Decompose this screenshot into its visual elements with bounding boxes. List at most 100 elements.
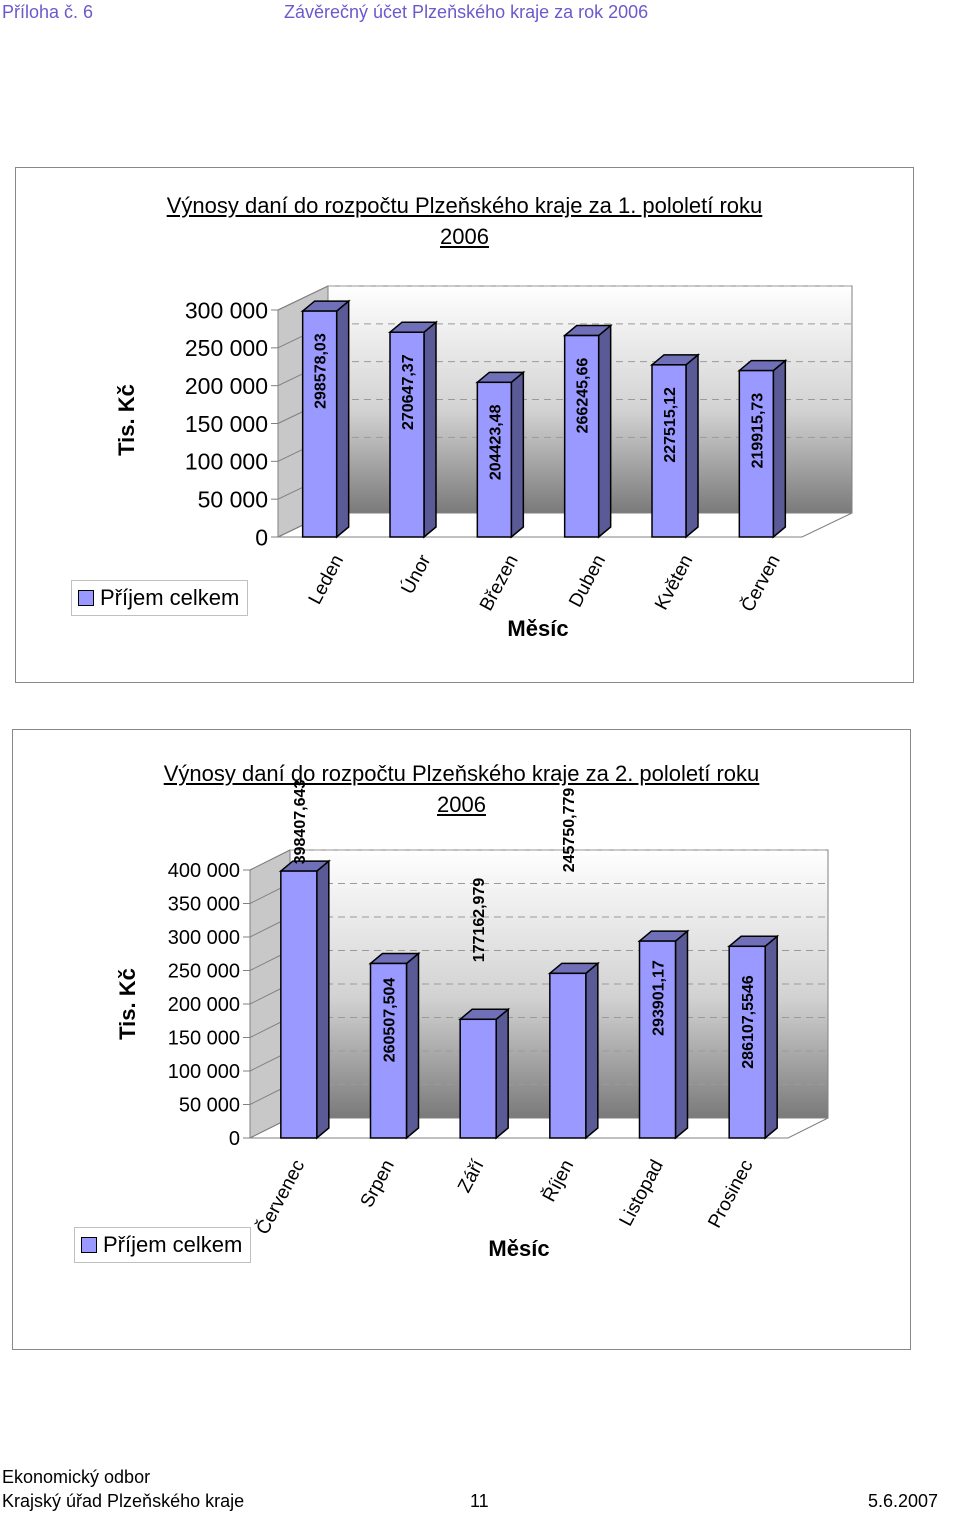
bar-side <box>335 299 350 539</box>
bar-value-label: 227515,12 <box>662 387 679 463</box>
bar-side <box>597 323 612 539</box>
x-tick-label: Únor <box>397 550 436 597</box>
legend-label: Příjem celkem <box>100 585 240 610</box>
bar-front <box>389 331 425 538</box>
legend-swatch <box>78 590 94 606</box>
x-tick-label: Srpen <box>357 1156 399 1211</box>
bar-Září <box>458 1007 511 1140</box>
bar-front <box>280 870 318 1139</box>
legend-label: Příjem celkem <box>103 1232 243 1257</box>
bar-value-label: 177162,979 <box>471 878 488 963</box>
bar-value-label: 298578,03 <box>313 333 330 409</box>
bar-side <box>585 961 599 1140</box>
bar-front <box>301 310 338 538</box>
x-tick-label: Červenec <box>252 1156 310 1238</box>
x-tick-label: Duben <box>565 551 610 610</box>
y-tick-label: 250 000 <box>185 335 268 361</box>
bar-value-label: 293901,17 <box>651 960 668 1036</box>
y-tick-label: 250 000 <box>168 961 240 983</box>
bar-side <box>316 859 330 1140</box>
y-tick-label: 350 000 <box>168 894 240 916</box>
bar-Únor <box>387 320 439 539</box>
bar-front <box>651 364 687 538</box>
x-tick-label: Listopad <box>616 1156 668 1229</box>
x-tick-label: Prosinec <box>704 1156 757 1231</box>
bar-front <box>369 962 408 1139</box>
bar-side <box>405 951 420 1140</box>
bar-value-label: 245750,779 <box>561 788 578 873</box>
bar-value-label: 266245,66 <box>575 358 592 434</box>
bar-Červen <box>737 358 788 539</box>
bar-side <box>674 929 689 1140</box>
chart-second-half: Výnosy daní do rozpočtu Plzeňského kraje… <box>12 729 911 1350</box>
footer-office: Krajský úřad Plzeňského kraje <box>2 1491 245 1511</box>
y-tick-label: 50 000 <box>179 1095 240 1117</box>
bar-side <box>510 370 525 539</box>
x-axis-title: Měsíc <box>507 616 568 641</box>
y-tick-label: 0 <box>229 1128 240 1150</box>
y-tick-label: 50 000 <box>198 486 268 512</box>
x-tick-label: Červen <box>737 551 785 615</box>
y-tick-label: 400 000 <box>168 860 240 882</box>
bar-value-label: 286107,5546 <box>740 975 757 1069</box>
y-tick-label: 0 <box>255 524 268 550</box>
bar-Listopad <box>637 929 690 1140</box>
y-tick-label: 100 000 <box>168 1061 240 1083</box>
bar-side <box>495 1007 509 1140</box>
x-tick-label: Říjen <box>538 1156 578 1205</box>
bar-Srpen <box>368 951 421 1140</box>
bar-side <box>423 320 437 539</box>
chart-title: Výnosy daní do rozpočtu Plzeňského kraje… <box>166 193 763 249</box>
page-header-title: Závěrečný účet Plzeňského kraje za rok 2… <box>284 2 649 22</box>
x-tick-label: Březen <box>476 551 523 614</box>
y-tick-label: 100 000 <box>185 449 268 475</box>
bar-front <box>738 369 775 538</box>
y-tick-diagonal <box>277 285 329 311</box>
y-tick-label: 200 000 <box>168 994 240 1016</box>
bar-Červenec <box>278 859 331 1140</box>
bar-value-label: 270647,37 <box>400 354 417 430</box>
chart-plot-area: 0 50 000 100 000 150 000 200 000 250 000 300 0… <box>114 285 853 641</box>
x-tick-label: Leden <box>305 551 348 608</box>
bar-side <box>772 358 787 539</box>
chart-legend: Příjem celkem <box>74 1227 252 1263</box>
chart-title: Výnosy daní do rozpočtu Plzeňského kraje… <box>163 761 760 817</box>
bar-Říjen <box>547 961 600 1140</box>
bar-side <box>764 934 778 1140</box>
bar-value-label: 260507,504 <box>382 978 399 1063</box>
x-tick-label: Září <box>454 1156 489 1196</box>
legend-swatch <box>81 1237 97 1253</box>
chart-first-half: Výnosy daní do rozpočtu Plzeňského kraje… <box>15 167 914 683</box>
bar-value-label: 398407,643 <box>292 780 309 865</box>
y-tick-diagonal <box>249 849 291 871</box>
bar-Duben <box>562 323 613 539</box>
page-header-annex: Příloha č. 6 <box>2 2 94 22</box>
bar-front <box>459 1018 497 1139</box>
bar-value-label: 219915,73 <box>749 393 766 469</box>
chart-legend: Příjem celkem <box>71 580 249 616</box>
footer-date: 5.6.2007 <box>868 1491 939 1511</box>
y-tick-label: 200 000 <box>185 373 268 399</box>
y-axis-title: Tis. Kč <box>115 968 140 1040</box>
y-tick-label: 300 000 <box>168 927 240 949</box>
bar-front <box>476 381 513 538</box>
x-tick-label: Květen <box>651 551 697 613</box>
bar-value-label: 204423,48 <box>487 404 504 480</box>
bar-front <box>728 945 766 1139</box>
y-tick-label: 150 000 <box>168 1028 240 1050</box>
bar-Březen <box>475 370 526 539</box>
footer-department: Ekonomický odbor <box>2 1467 151 1487</box>
bar-side <box>685 353 699 539</box>
bar-Prosinec <box>727 934 780 1140</box>
chart-plot-area: 0 50 000 100 000 150 000 200 000 250 000 300 0… <box>115 780 829 1261</box>
bar-Leden <box>300 299 351 539</box>
bar-front <box>563 334 600 538</box>
y-axis-title: Tis. Kč <box>114 384 139 456</box>
y-tick-label: 300 000 <box>185 297 268 323</box>
bar-front <box>549 972 587 1139</box>
x-axis-title: Měsíc <box>488 1236 549 1261</box>
footer-page-number: 11 <box>470 1491 489 1511</box>
y-tick-label: 150 000 <box>185 411 268 437</box>
bar-Květen <box>649 353 701 539</box>
bar-front <box>638 940 677 1139</box>
